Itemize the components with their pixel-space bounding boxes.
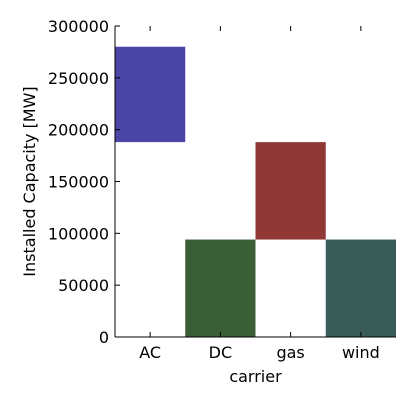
bars-layer [115,46,396,337]
x-ticks: AC DC gas wind [139,26,380,362]
x-tick-label: DC [209,343,233,362]
y-tick-label: 0 [99,328,109,347]
y-ticks: 0 50000 100000 150000 200000 250000 300000 [48,17,120,347]
y-tick-label: 250000 [48,69,109,88]
y-tick-label: 300000 [48,17,109,36]
bar-wind [325,239,396,337]
y-tick-label: 50000 [58,276,109,295]
x-axis-label: carrier [229,367,282,386]
x-tick-label: wind [342,343,380,362]
y-axis-label: Installed Capacity [MW] [20,86,39,276]
bar-ac [115,46,186,143]
y-tick-label: 100000 [48,224,109,243]
y-tick-label: 150000 [48,173,109,192]
x-tick-label: gas [276,343,304,362]
bar-dc [185,239,256,337]
x-tick-label: AC [139,343,161,362]
y-tick-label: 200000 [48,121,109,140]
bar-gas [255,142,326,240]
